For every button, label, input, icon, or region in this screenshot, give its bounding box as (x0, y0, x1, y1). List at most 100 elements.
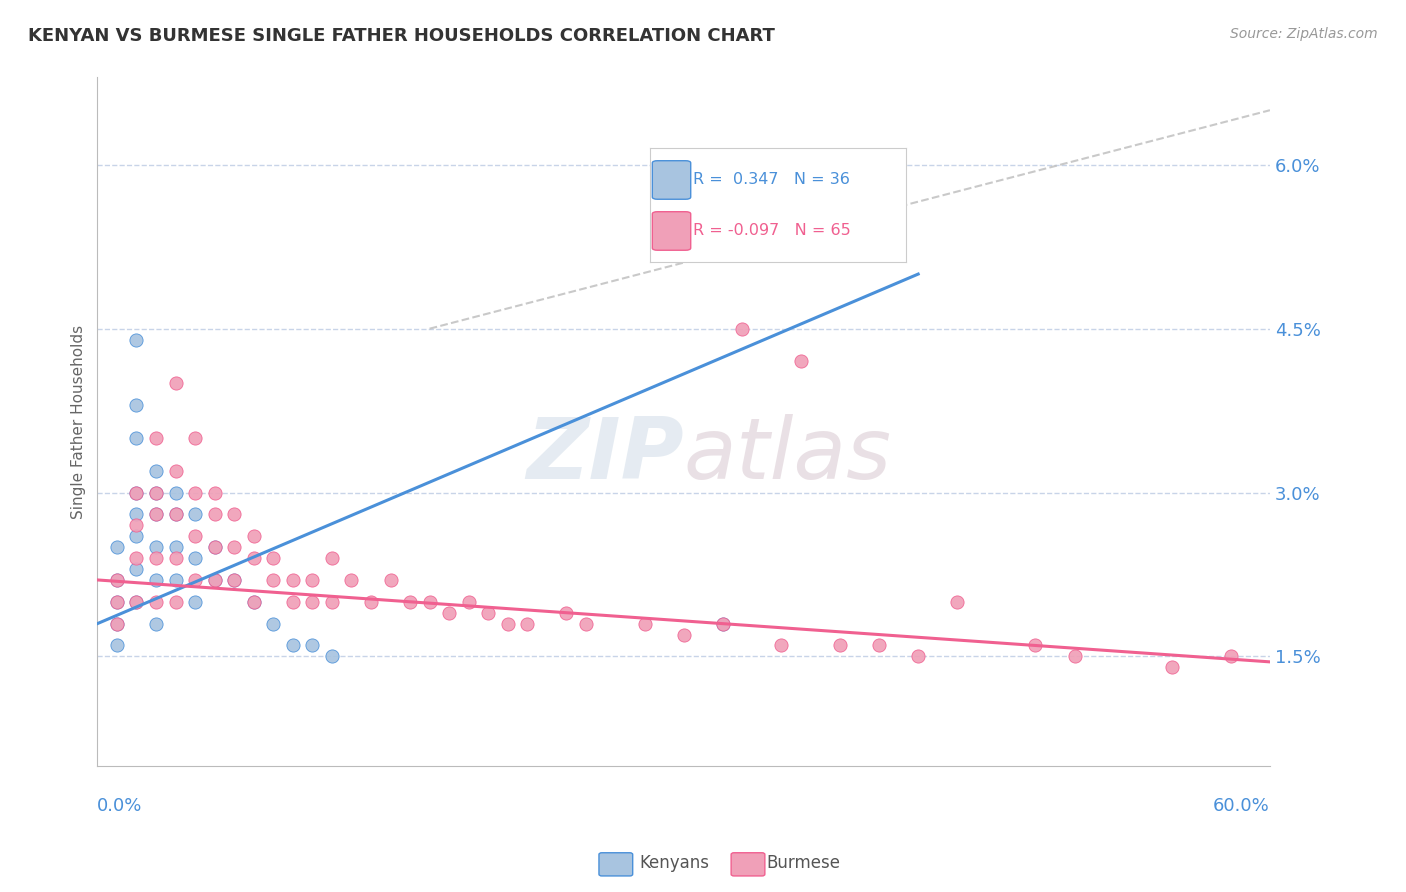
Point (184, 508, 207, 522)
Point (125, 529, 148, 543)
Point (360, 595, 382, 609)
Point (145, 595, 167, 609)
Point (340, 573, 363, 587)
Point (496, 616, 519, 631)
Point (125, 431, 148, 445)
Point (145, 508, 167, 522)
Point (1161, 660, 1184, 674)
Point (419, 595, 441, 609)
Point (145, 485, 167, 500)
Point (125, 485, 148, 500)
Point (224, 508, 246, 522)
Point (575, 616, 598, 631)
Point (301, 639, 323, 653)
Point (555, 606, 578, 620)
Point (868, 639, 890, 653)
Point (165, 595, 187, 609)
Point (204, 573, 226, 587)
Text: R =  0.347   N = 36: R = 0.347 N = 36 (693, 172, 851, 187)
Point (907, 649, 929, 664)
Point (125, 508, 148, 522)
Point (1063, 649, 1085, 664)
Point (145, 573, 167, 587)
Point (105, 573, 128, 587)
Text: atlas: atlas (683, 415, 891, 498)
Point (125, 595, 148, 609)
Text: Source: ZipAtlas.com: Source: ZipAtlas.com (1230, 27, 1378, 41)
Point (165, 573, 187, 587)
Text: Burmese: Burmese (766, 855, 841, 872)
Point (184, 573, 207, 587)
Point (125, 562, 148, 576)
FancyBboxPatch shape (652, 211, 690, 251)
Point (105, 616, 128, 631)
FancyBboxPatch shape (652, 161, 690, 199)
Point (184, 529, 207, 543)
Point (184, 485, 207, 500)
Point (105, 595, 128, 609)
Point (672, 202, 695, 216)
Point (242, 595, 264, 609)
Point (105, 540, 128, 554)
Point (125, 551, 148, 566)
Point (204, 540, 226, 554)
Point (224, 540, 246, 554)
Point (399, 595, 422, 609)
Point (145, 540, 167, 554)
Point (301, 595, 323, 609)
Point (1024, 639, 1046, 653)
Point (125, 485, 148, 500)
Point (711, 616, 734, 631)
Point (145, 508, 167, 522)
Point (165, 376, 187, 391)
Point (204, 508, 226, 522)
Point (224, 573, 246, 587)
Point (145, 551, 167, 566)
Point (204, 540, 226, 554)
Point (145, 464, 167, 478)
Text: ZIP: ZIP (526, 415, 683, 498)
Point (281, 639, 304, 653)
Point (242, 529, 264, 543)
Point (828, 639, 851, 653)
Text: 60.0%: 60.0% (1213, 797, 1270, 814)
Point (145, 431, 167, 445)
Point (125, 595, 148, 609)
Point (321, 551, 343, 566)
Point (380, 573, 402, 587)
Point (165, 508, 187, 522)
Text: R = -0.097   N = 65: R = -0.097 N = 65 (693, 224, 851, 238)
Point (204, 485, 226, 500)
Point (262, 551, 284, 566)
Point (105, 573, 128, 587)
Point (242, 551, 264, 566)
Point (165, 464, 187, 478)
Point (125, 518, 148, 533)
Point (281, 573, 304, 587)
Point (145, 485, 167, 500)
Point (731, 321, 754, 335)
Point (321, 595, 343, 609)
Point (184, 431, 207, 445)
Point (790, 354, 813, 368)
Point (262, 616, 284, 631)
Point (184, 595, 207, 609)
Text: 0.0%: 0.0% (97, 797, 143, 814)
Text: Kenyans: Kenyans (640, 855, 710, 872)
Point (672, 627, 695, 641)
Y-axis label: Single Father Households: Single Father Households (72, 325, 86, 518)
Point (165, 540, 187, 554)
Point (437, 606, 460, 620)
Point (457, 595, 479, 609)
Point (633, 616, 655, 631)
Point (262, 573, 284, 587)
Point (516, 616, 538, 631)
Point (301, 573, 323, 587)
Point (105, 616, 128, 631)
Text: KENYAN VS BURMESE SINGLE FATHER HOUSEHOLDS CORRELATION CHART: KENYAN VS BURMESE SINGLE FATHER HOUSEHOL… (28, 27, 775, 45)
Point (165, 551, 187, 566)
Point (125, 398, 148, 412)
Point (770, 639, 793, 653)
Point (946, 595, 969, 609)
Point (321, 649, 343, 664)
